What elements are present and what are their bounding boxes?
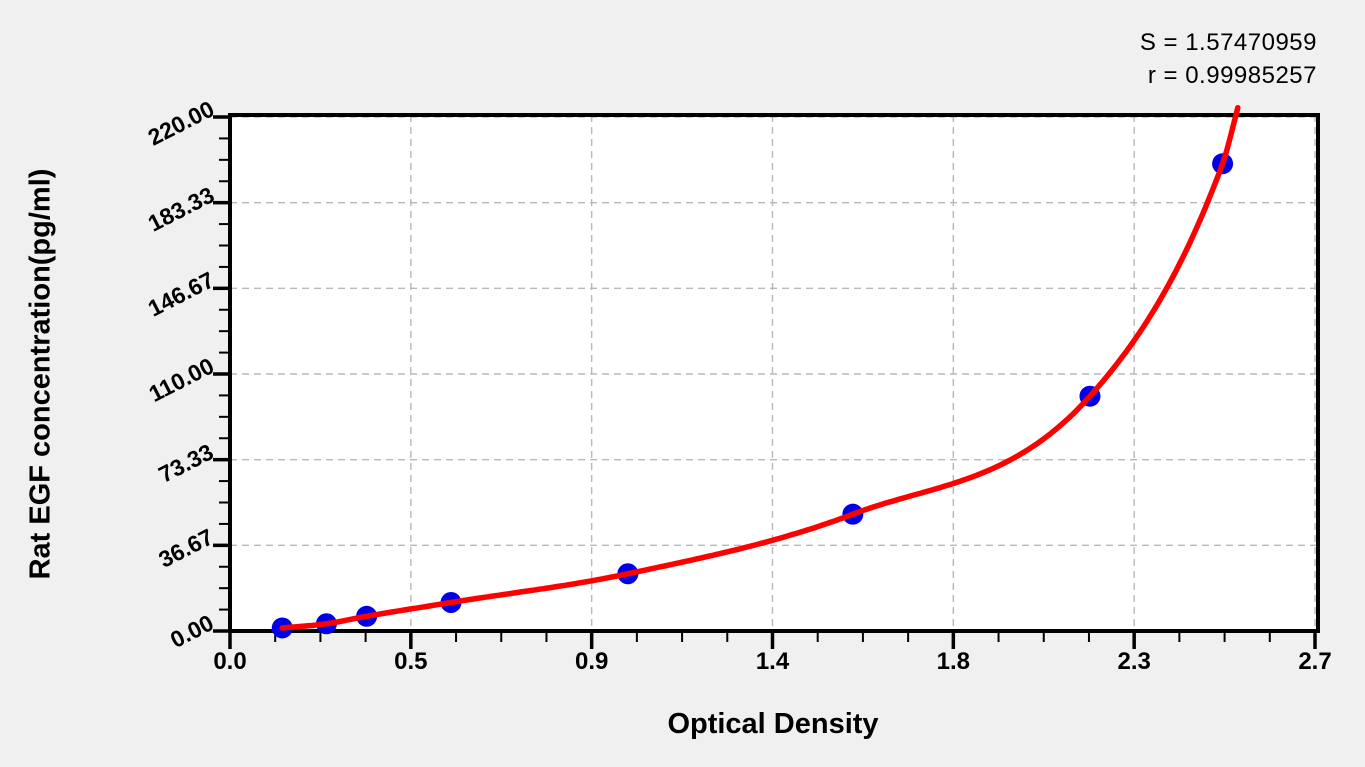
- x-axis-title: Optical Density: [667, 708, 879, 740]
- fit-correlation-text: r = 0.99985257: [1147, 62, 1317, 89]
- x-tick-label: 0.0: [213, 648, 247, 675]
- x-tick-label: 2.3: [1117, 648, 1151, 675]
- x-tick-label: 0.9: [574, 648, 609, 675]
- axis-ticks: [213, 115, 1317, 649]
- fit-slope-text: S = 1.57470959: [1139, 29, 1317, 56]
- x-tick-label: 0.5: [394, 648, 428, 675]
- fit-annotation: S = 1.57470959 r = 0.99985257: [1140, 26, 1317, 92]
- plot-frame: [228, 113, 1320, 633]
- fit-curve: [279, 104, 1241, 631]
- x-tick-label: 1.8: [936, 648, 971, 675]
- y-axis-title: Rat EGF concentration(pg/ml): [24, 168, 57, 580]
- x-tick-label: 2.7: [1298, 648, 1332, 675]
- x-tick-label: 1.4: [755, 648, 790, 675]
- plot-background: [230, 115, 1318, 631]
